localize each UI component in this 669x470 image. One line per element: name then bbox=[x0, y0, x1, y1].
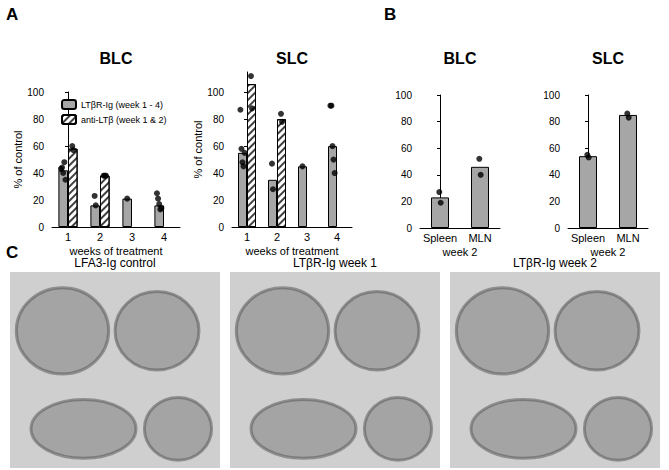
svg-text:100: 100 bbox=[543, 90, 560, 101]
svg-text:Spleen: Spleen bbox=[423, 232, 457, 244]
svg-text:20: 20 bbox=[213, 195, 225, 206]
svg-text:LTβR-Ig week 1: LTβR-Ig week 1 bbox=[293, 256, 377, 270]
svg-text:60: 60 bbox=[401, 143, 413, 154]
svg-text:100: 100 bbox=[207, 87, 224, 98]
svg-text:100: 100 bbox=[395, 90, 412, 101]
svg-text:0: 0 bbox=[218, 222, 224, 233]
svg-text:40: 40 bbox=[401, 169, 413, 180]
svg-text:C: C bbox=[6, 243, 18, 262]
svg-text:Spleen: Spleen bbox=[571, 232, 605, 244]
svg-text:% of control: % of control bbox=[12, 130, 24, 188]
svg-text:LTβR-Ig (week 1 - 4): LTβR-Ig (week 1 - 4) bbox=[81, 100, 163, 110]
svg-text:0: 0 bbox=[38, 222, 44, 233]
svg-text:A: A bbox=[6, 5, 18, 24]
svg-text:80: 80 bbox=[33, 114, 45, 125]
svg-text:4: 4 bbox=[334, 231, 340, 243]
svg-text:B: B bbox=[384, 5, 396, 24]
svg-text:weeks of treatment: weeks of treatment bbox=[69, 245, 163, 257]
svg-text:40: 40 bbox=[33, 168, 45, 179]
svg-text:4: 4 bbox=[161, 231, 167, 243]
svg-text:0: 0 bbox=[554, 223, 560, 234]
svg-text:LTβR-Ig week 2: LTβR-Ig week 2 bbox=[513, 256, 597, 270]
svg-text:BLC: BLC bbox=[444, 50, 477, 67]
svg-text:80: 80 bbox=[401, 116, 413, 127]
svg-text:SLC: SLC bbox=[592, 50, 624, 67]
svg-text:3: 3 bbox=[304, 231, 310, 243]
svg-text:BLC: BLC bbox=[100, 50, 133, 67]
svg-text:2: 2 bbox=[274, 231, 280, 243]
svg-text:1: 1 bbox=[65, 231, 71, 243]
svg-text:2: 2 bbox=[97, 231, 103, 243]
svg-text:weeks of treatment: weeks of treatment bbox=[245, 245, 339, 257]
svg-text:0: 0 bbox=[406, 223, 412, 234]
svg-text:MLN: MLN bbox=[616, 232, 639, 244]
svg-text:MLN: MLN bbox=[468, 232, 491, 244]
svg-text:100: 100 bbox=[27, 87, 44, 98]
svg-text:anti-LTβ (week 1 & 2): anti-LTβ (week 1 & 2) bbox=[81, 115, 167, 125]
svg-text:LFA3-Ig control: LFA3-Ig control bbox=[74, 256, 155, 270]
svg-text:80: 80 bbox=[213, 114, 225, 125]
svg-text:20: 20 bbox=[401, 196, 413, 207]
svg-text:60: 60 bbox=[33, 141, 45, 152]
svg-text:SLC: SLC bbox=[276, 50, 308, 67]
svg-text:week 2: week 2 bbox=[442, 246, 478, 258]
svg-text:20: 20 bbox=[33, 195, 45, 206]
svg-text:60: 60 bbox=[549, 143, 561, 154]
svg-text:40: 40 bbox=[213, 168, 225, 179]
svg-text:80: 80 bbox=[549, 116, 561, 127]
svg-text:% of control: % of control bbox=[192, 120, 204, 178]
svg-text:60: 60 bbox=[213, 141, 225, 152]
svg-text:week 2: week 2 bbox=[590, 246, 626, 258]
svg-text:40: 40 bbox=[549, 169, 561, 180]
svg-text:1: 1 bbox=[244, 231, 250, 243]
svg-text:20: 20 bbox=[549, 196, 561, 207]
svg-text:3: 3 bbox=[129, 231, 135, 243]
